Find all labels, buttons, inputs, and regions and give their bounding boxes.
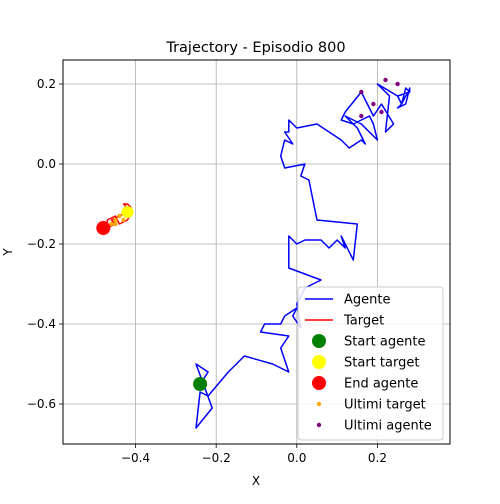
ultimi-agente-point (359, 113, 364, 119)
x-tick-label: −0.4 (121, 451, 150, 465)
ultimi-agente-point (395, 81, 400, 87)
plot-area (96, 77, 411, 429)
legend: Agente Target Start agente Start target End … (297, 286, 444, 441)
ultimi-target-point (117, 213, 122, 219)
legend-swatch-dot (312, 334, 326, 348)
x-axis-ticks: −0.4 −0.2 0.0 0.2 (121, 444, 387, 465)
ultimi-agente-point (371, 101, 376, 107)
legend-label: Ultimi agente (344, 419, 432, 434)
grid (63, 60, 450, 444)
start-target-marker (121, 206, 134, 218)
plot-frame (62, 59, 451, 445)
y-axis-ticks: 0.2 0.0 −0.2 −0.4 −0.6 (27, 77, 63, 411)
x-tick-label: 0.2 (368, 451, 387, 465)
series-agente-line (195, 83, 411, 429)
end-agente-marker (96, 221, 111, 235)
x-tick-label: 0.0 (287, 451, 306, 465)
ultimi-target-point (121, 217, 126, 223)
legend-swatch-dot (312, 376, 326, 390)
x-axis-label: X (252, 474, 260, 488)
ultimi-target-point (109, 221, 114, 227)
y-tick-label: −0.4 (27, 317, 56, 331)
legend-label: Ultimi target (344, 398, 426, 413)
legend-swatch-small-dot (316, 401, 322, 407)
ultimi-agente-point (379, 109, 384, 115)
legend-label: Start agente (344, 335, 425, 350)
y-tick-label: 0.0 (37, 157, 56, 171)
legend-swatch-dot (312, 355, 326, 369)
chart-title: Trajectory - Episodio 800 (165, 40, 345, 56)
legend-swatch-small-dot (316, 422, 322, 428)
legend-label: Target (343, 314, 384, 329)
start-agente-marker (193, 377, 208, 391)
x-tick-label: −0.2 (202, 451, 231, 465)
ultimi-target-point (113, 221, 118, 227)
legend-label: Start target (344, 356, 419, 371)
y-tick-label: 0.2 (37, 77, 56, 91)
legend-label: Agente (344, 293, 390, 308)
ultimi-target-point (113, 217, 118, 223)
ultimi-agente-point (359, 89, 364, 95)
y-axis-label: Y (1, 248, 15, 257)
y-tick-label: −0.2 (27, 237, 56, 251)
ultimi-agente-point (383, 77, 388, 83)
legend-box (297, 286, 444, 441)
y-tick-label: −0.6 (27, 397, 56, 411)
legend-label: End agente (344, 377, 418, 392)
